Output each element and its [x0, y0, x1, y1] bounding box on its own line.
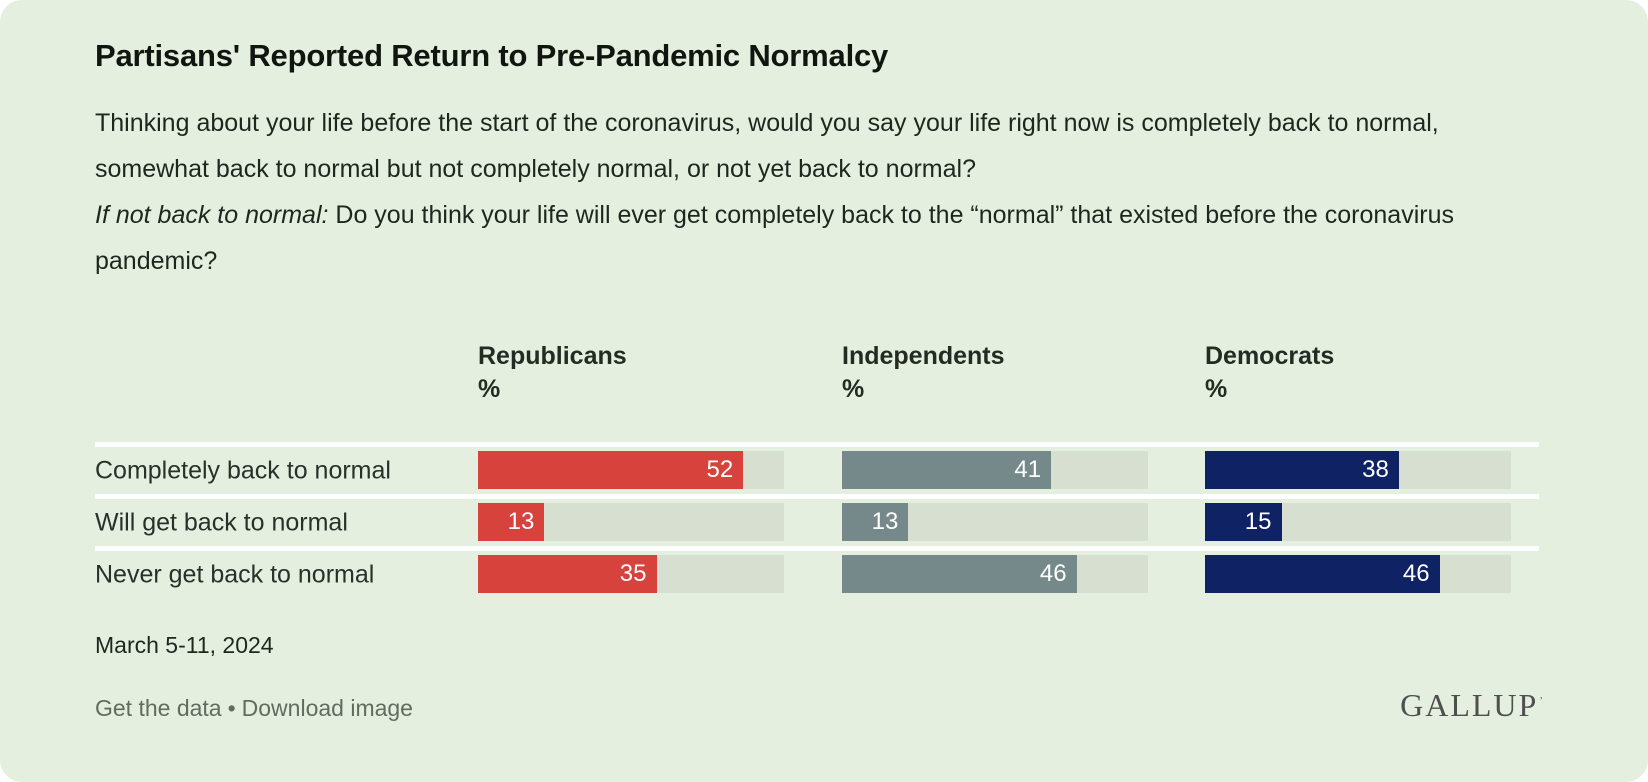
question-1-text: Thinking about your life before the star… [95, 109, 1439, 183]
question-2-text: Do you think your life will ever get com… [95, 201, 1454, 275]
bar-track-democrats: 38 [1205, 451, 1511, 489]
bar-democrats-never: 46 [1205, 555, 1440, 593]
bar-value: 13 [871, 508, 899, 535]
percent-sign: % [842, 375, 865, 403]
percent-sign: % [1205, 375, 1228, 403]
survey-date: March 5-11, 2024 [95, 632, 274, 658]
row-label: Completely back to normal [95, 456, 391, 484]
bar-track-independents: 41 [842, 451, 1148, 489]
bullet-separator: • [227, 695, 236, 721]
chart-title: Partisans' Reported Return to Pre-Pandem… [95, 38, 889, 73]
row-label: Never get back to normal [95, 560, 375, 588]
bar-independents-will: 13 [842, 503, 909, 541]
series-name: Democrats [1205, 342, 1335, 370]
bar-track-republicans: 35 [478, 555, 784, 593]
bar-republicans-will: 13 [478, 503, 545, 541]
column-header-republicans: Republicans % [478, 340, 627, 406]
survey-question-1: Thinking about your life before the star… [95, 100, 1490, 192]
bar-value: 46 [1402, 560, 1430, 587]
bar-value: 38 [1362, 456, 1389, 483]
bar-rows: Completely back to normal 52 41 38 [95, 442, 1539, 598]
trademark-mark: ’ [1539, 695, 1545, 708]
bar-value: 52 [706, 456, 734, 483]
bar-independents-never: 46 [842, 555, 1077, 593]
row-label: Will get back to normal [95, 508, 348, 536]
table-row: Completely back to normal 52 41 38 [95, 442, 1539, 494]
bar-track-independents: 46 [842, 555, 1148, 593]
table-row: Never get back to normal 35 46 46 [95, 546, 1539, 598]
bar-track-republicans: 13 [478, 503, 784, 541]
series-name: Republicans [478, 342, 627, 370]
gallup-wordmark: GALLUP [1400, 687, 1539, 723]
bar-value: 15 [1244, 508, 1272, 535]
get-the-data-link[interactable]: Get the data [95, 695, 222, 721]
bar-value: 46 [1039, 560, 1067, 587]
bar-democrats-will: 15 [1205, 503, 1282, 541]
bar-value: 13 [507, 508, 535, 535]
column-header-democrats: Democrats % [1205, 340, 1334, 406]
bar-democrats-completely: 38 [1205, 451, 1399, 489]
percent-sign: % [478, 375, 501, 403]
bar-track-democrats: 15 [1205, 503, 1511, 541]
series-name: Independents [842, 342, 1005, 370]
column-header-independents: Independents % [842, 340, 1005, 406]
question-2-lead: If not back to normal: [95, 201, 329, 229]
bar-track-democrats: 46 [1205, 555, 1511, 593]
chart-content: Partisans' Reported Return to Pre-Pandem… [95, 0, 1539, 722]
bar-track-republicans: 52 [478, 451, 784, 489]
survey-question-2: If not back to normal: Do you think your… [95, 192, 1490, 284]
bar-republicans-completely: 52 [478, 451, 744, 489]
footer-links: Get the data • Download image [95, 695, 1539, 722]
download-image-link[interactable]: Download image [241, 695, 413, 721]
column-headers: Republicans % Independents % Democrats % [95, 340, 1539, 406]
table-row: Will get back to normal 13 13 15 [95, 494, 1539, 546]
bar-republicans-never: 35 [478, 555, 657, 593]
bar-value: 35 [619, 560, 647, 587]
bar-value: 41 [1014, 456, 1042, 483]
gallup-logo: GALLUP’ [1400, 687, 1545, 724]
bar-track-independents: 13 [842, 503, 1148, 541]
bar-independents-completely: 41 [842, 451, 1052, 489]
